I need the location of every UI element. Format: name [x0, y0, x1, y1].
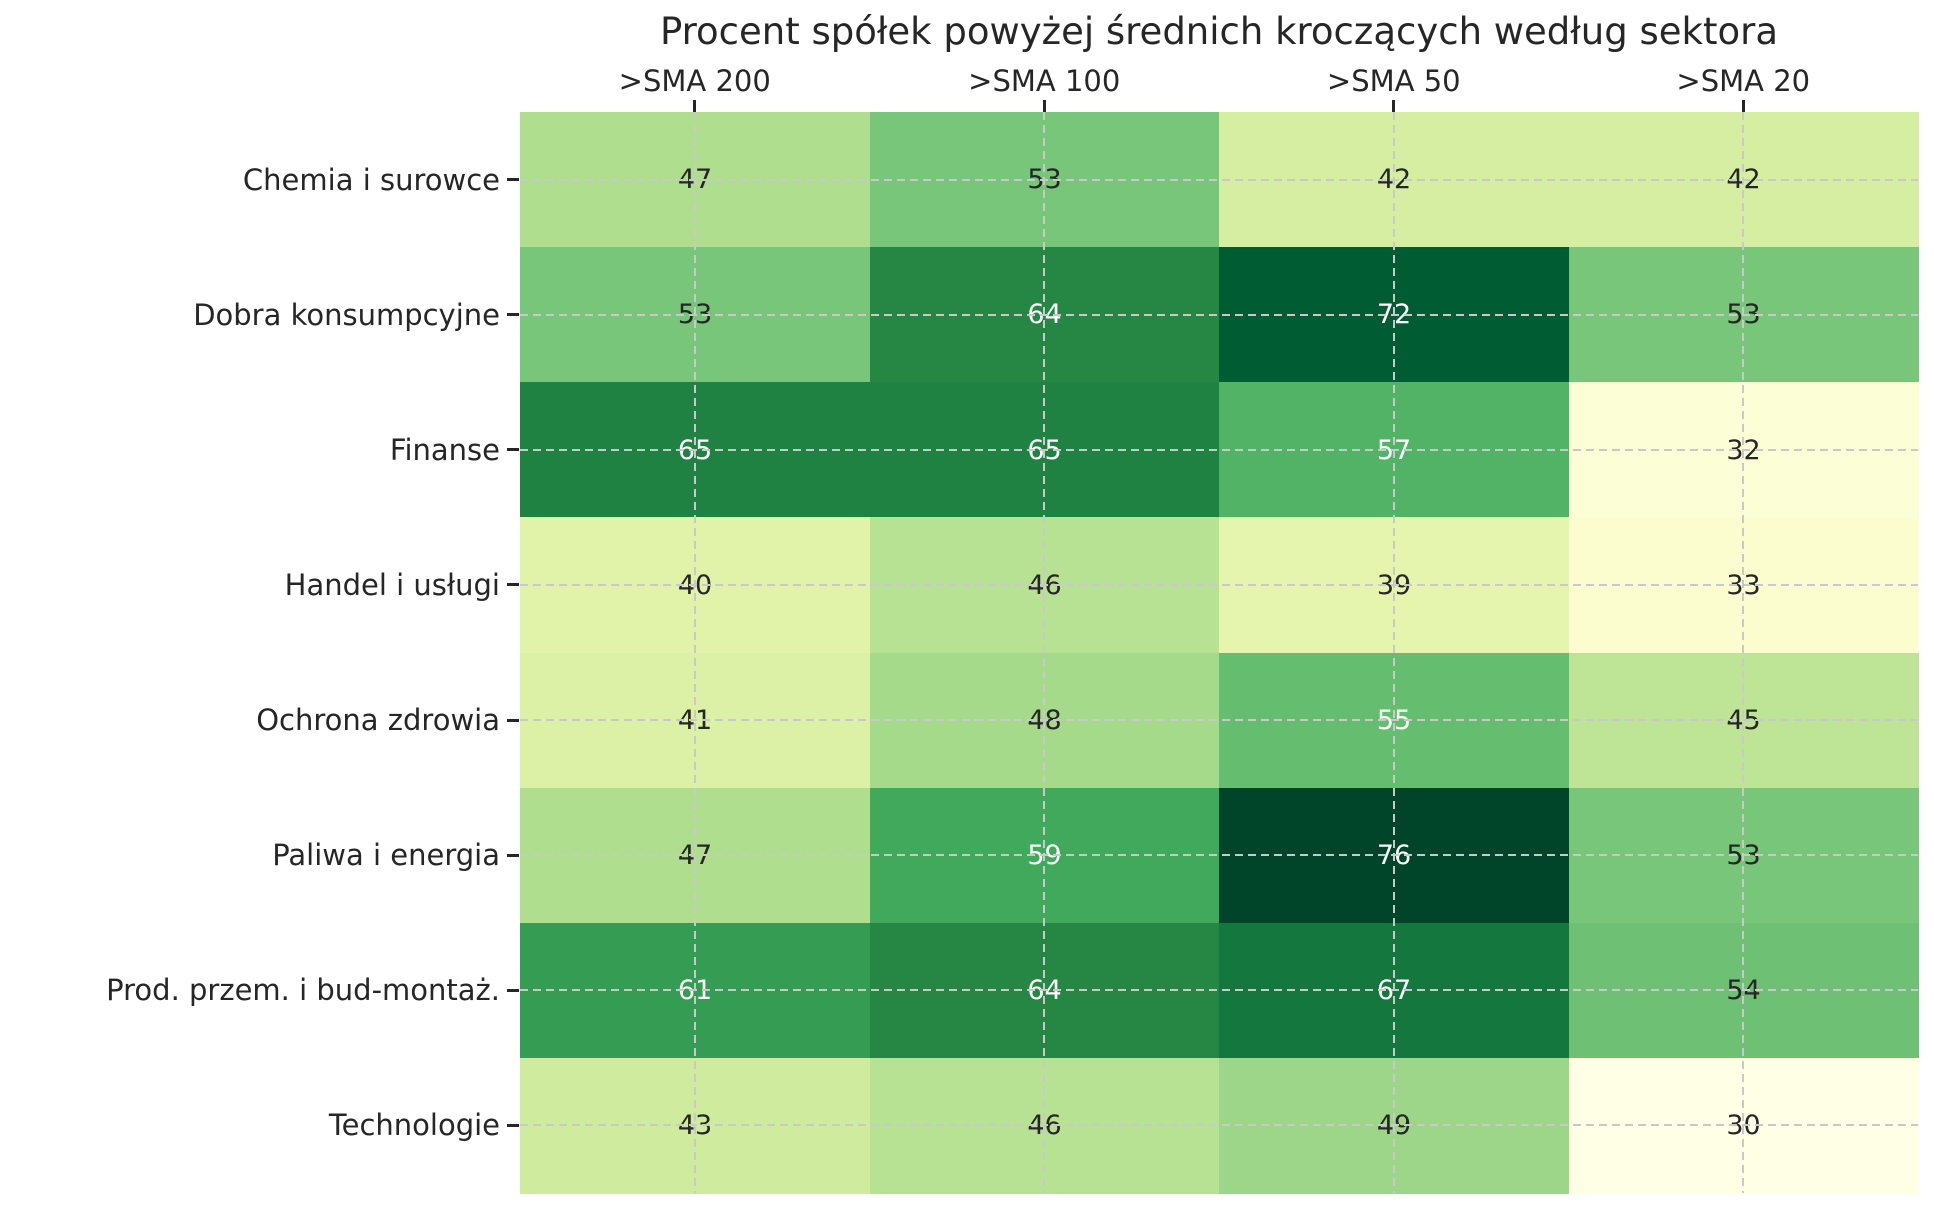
tick-mark: [507, 448, 519, 452]
heatmap-cell: 39: [1219, 517, 1569, 653]
heatmap-cell: 47: [520, 112, 870, 248]
heatmap-cell: 46: [869, 1057, 1220, 1194]
cell-value: 45: [1726, 704, 1761, 736]
cell-value: 64: [1027, 299, 1062, 331]
cell-value: 53: [1726, 299, 1761, 331]
heatmap-cell: 53: [1568, 247, 1919, 383]
cell-value: 67: [1376, 975, 1412, 1007]
tick-mark: [507, 313, 519, 317]
heatmap-cell: 57: [1219, 382, 1569, 518]
x-tick-label: >SMA 20: [1676, 64, 1811, 98]
tick-mark: [1042, 100, 1046, 112]
cell-value: 47: [677, 164, 713, 196]
tick-mark: [507, 718, 519, 722]
tick-mark: [693, 100, 697, 112]
heatmap-cell: 33: [1568, 517, 1919, 653]
cell-value: 49: [1376, 1110, 1412, 1142]
cell-value: 40: [677, 569, 713, 601]
tick-mark: [507, 178, 519, 182]
cell-value: 46: [1027, 1110, 1062, 1142]
y-tick-label: Prod. przem. i bud-montaż.: [106, 973, 500, 1008]
y-tick-label: Ochrona zdrowia: [256, 703, 500, 738]
cell-value: 33: [1726, 569, 1761, 601]
y-tick-label: Technologie: [328, 1108, 500, 1143]
cell-value: 42: [1376, 164, 1412, 196]
cell-value: 41: [677, 704, 713, 736]
heatmap-cell: 76: [1219, 787, 1569, 924]
cell-value: 59: [1027, 839, 1062, 871]
chart-title: Procent spółek powyżej średnich kroczący…: [659, 10, 1779, 53]
cell-value: 57: [1376, 434, 1412, 466]
heatmap-cell: 54: [1568, 922, 1919, 1059]
cell-value: 30: [1726, 1110, 1761, 1142]
x-tick-label: >SMA 200: [618, 64, 771, 98]
cell-value: 39: [1376, 569, 1412, 601]
tick-mark: [507, 583, 519, 587]
heatmap-cell: 64: [869, 247, 1220, 383]
heatmap-cell: 46: [869, 517, 1220, 653]
cell-value: 42: [1726, 164, 1761, 196]
heatmap-cell: 53: [520, 247, 870, 383]
heatmap-cell: 32: [1568, 382, 1919, 518]
tick-mark: [1741, 100, 1745, 112]
tick-mark: [1392, 100, 1396, 112]
heatmap-cell: 53: [869, 112, 1220, 248]
heatmap-cell: 49: [1219, 1057, 1569, 1194]
cell-value: 32: [1726, 434, 1761, 466]
cell-value: 48: [1027, 704, 1062, 736]
cell-value: 72: [1376, 299, 1412, 331]
cell-value: 53: [1726, 839, 1761, 871]
heatmap-cell: 67: [1219, 922, 1569, 1059]
x-tick-label: >SMA 100: [968, 64, 1121, 98]
heatmap-cell: 42: [1568, 112, 1919, 248]
y-tick-label: Dobra konsumpcyjne: [193, 297, 500, 332]
heatmap-cell: 43: [520, 1057, 870, 1194]
cell-value: 54: [1726, 975, 1761, 1007]
heatmap-cell: 40: [520, 517, 870, 653]
heatmap-cell: 42: [1219, 112, 1569, 248]
heatmap-cell: 45: [1568, 652, 1919, 789]
heatmap-cell: 47: [520, 787, 870, 924]
cell-value: 65: [1027, 434, 1062, 466]
heatmap-cell: 30: [1568, 1057, 1919, 1194]
heatmap-cell: 41: [520, 652, 870, 789]
tick-mark: [507, 988, 519, 992]
heatmap-cell: 48: [869, 652, 1220, 789]
tick-mark: [507, 853, 519, 857]
cell-value: 47: [677, 839, 713, 871]
x-tick-label: >SMA 50: [1326, 64, 1461, 98]
heatmap-cell: 64: [869, 922, 1220, 1059]
heatmap-cell: 55: [1219, 652, 1569, 789]
cell-value: 76: [1376, 839, 1412, 871]
cell-value: 46: [1027, 569, 1062, 601]
y-tick-label: Finanse: [389, 432, 500, 467]
cell-value: 65: [677, 434, 713, 466]
cell-value: 43: [677, 1110, 713, 1142]
y-tick-label: Paliwa i energia: [272, 838, 500, 873]
heatmap-cell: 59: [869, 787, 1220, 924]
heatmap-cell: 72: [1219, 247, 1569, 383]
cell-value: 61: [677, 975, 713, 1007]
heatmap-cell: 65: [869, 382, 1220, 518]
heatmap-plot: 47 53 42 42 53 64 72 53 65 65 57 32 40 46 39 33 41 48 55 45…: [520, 112, 1919, 1194]
heatmap-cell: 65: [520, 382, 870, 518]
heatmap-cell: 61: [520, 922, 870, 1059]
heatmap-cell: 53: [1568, 787, 1919, 924]
y-tick-label: Chemia i surowce: [242, 162, 500, 197]
cell-value: 55: [1376, 704, 1412, 736]
tick-mark: [507, 1123, 519, 1127]
cell-value: 53: [677, 299, 713, 331]
cell-value: 64: [1027, 975, 1062, 1007]
cell-value: 53: [1027, 164, 1062, 196]
y-tick-label: Handel i usługi: [284, 567, 500, 602]
